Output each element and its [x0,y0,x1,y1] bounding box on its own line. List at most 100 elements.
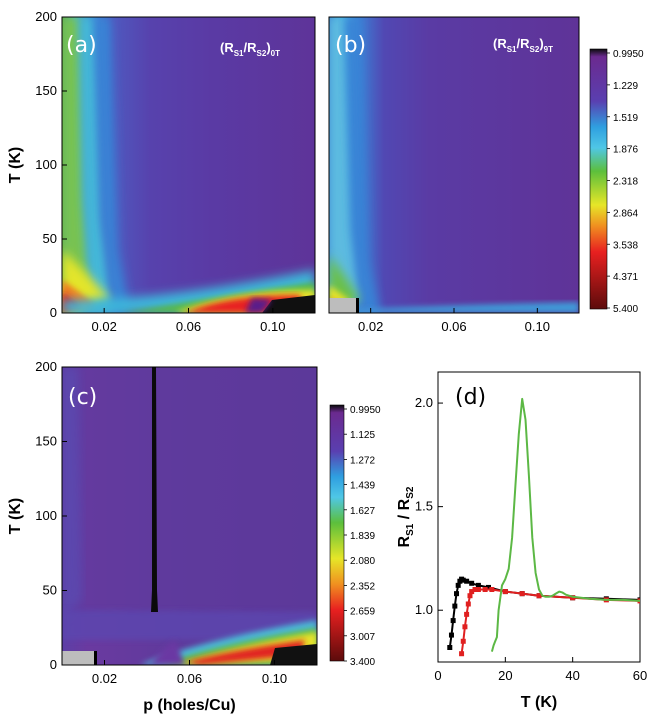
series-black-point [454,591,460,597]
panel-d: (d) 0 20 40 60 1.0 1.5 2.0 T (K) RS1 / RS2 [396,371,647,711]
series-black-point [464,578,470,584]
x-axis-label: p (holes/Cu) [143,697,235,714]
x-tick-label: 0.02 [358,319,383,334]
colorbar-ab: 0.9950 1.229 1.519 1.876 2.318 2.864 3.538 4.37… [589,48,644,315]
panel-d-label: (d) [455,385,486,410]
x-tick-label: 0.10 [262,671,287,686]
colorbar-tick-label: 1.229 [613,81,638,92]
y-tick-label: 2.0 [415,395,433,410]
colorbar-tick-label: 3.538 [613,240,638,251]
x-tick-label: 0 [434,668,441,683]
colorbar-tick-label: 2.864 [613,208,638,219]
panel-c-heatmap [62,367,317,665]
y-tick-label: 200 [35,359,57,374]
series-black-point [447,645,453,650]
panel-d-plot [447,397,640,657]
panel-a: (a) (RS1/RS2)0T 0.02 0.06 0.10 0 50 100 150 200… [7,9,316,334]
x-tick-label: 0.06 [177,671,202,686]
x-tick-label: 60 [633,668,647,683]
series-red-point [472,587,478,592]
panel-b-label: (b) [335,33,366,58]
x-tick-label: 0.10 [525,319,550,334]
y-tick-label: 1.5 [415,499,433,514]
panel-a-annotation: (RS1/RS2)0T [220,40,280,58]
colorbar-c-ticks: 0.9950 1.125 1.272 1.439 1.627 1.839 2.080 2.35… [344,405,381,668]
series-black-point [475,582,481,588]
series-black-point [450,618,456,624]
y-tick-label: 150 [35,83,57,98]
colorbar-tick-label: 1.439 [350,481,375,492]
panel-b-axes: 0.02 0.06 0.10 [358,308,550,334]
x-tick-label: 0.06 [441,319,466,334]
series-red-point [462,624,468,630]
x-tick-label: 0.02 [92,319,117,334]
colorbar-tick-label: 2.318 [613,177,638,188]
colorbar-c: 0.9950 1.125 1.272 1.439 1.627 1.839 2.080 2.35… [329,404,381,668]
x-tick-label: 0.06 [176,319,201,334]
y-tick-label: 100 [35,508,57,523]
x-tick-label: 40 [565,668,579,683]
series-red-point [489,587,495,592]
panel-a-heatmap [62,17,315,313]
series-red-point [519,591,525,597]
y-tick-label: 0 [50,305,57,320]
panel-d-axes: 0 20 40 60 1.0 1.5 2.0 T (K) RS1 / RS2 [396,395,647,711]
panel-a-label: (a) [66,33,97,58]
x-tick-label: 20 [498,668,512,683]
series-black-point [469,580,475,586]
panel-c-axes: 0.02 0.06 0.10 0 50 100 150 200 T (K) p (holes/Cu… [7,359,287,714]
y-tick-label: 0 [50,657,57,672]
colorbar-tick-label: 2.352 [350,581,375,592]
y-tick-label: 50 [43,231,57,246]
panel-a-axes: 0.02 0.06 0.10 0 50 100 150 200 T (K) [7,9,285,334]
colorbar-tick-label: 5.400 [613,304,638,315]
series-black-point [486,584,491,590]
series-red-point [460,638,466,644]
y-axis-label: T (K) [7,498,24,534]
panel-b-heatmap [329,17,579,313]
colorbar-tick-label: 2.080 [350,556,375,567]
series-red-point [536,593,542,599]
series-green-line [490,397,640,652]
series-red-point [464,611,470,617]
series-red-point [502,589,508,595]
panel-b: (b) (RS1/RS2)9T 0.02 0.06 0.10 [328,16,580,334]
y-tick-label: 200 [35,9,57,24]
series-red-point [475,587,481,592]
x-axis-label: T (K) [521,694,557,711]
panel-b-annotation: (RS1/RS2)9T [493,36,553,54]
colorbar-tick-label: 1.627 [350,506,375,517]
y-tick-label: 100 [35,157,57,172]
colorbar-tick-label: 3.007 [350,632,375,643]
series-red-point [469,589,475,595]
series-red-point [482,587,488,592]
y-tick-label: 1.0 [415,602,433,617]
y-axis-label: RS1 / RS2 [396,486,416,547]
panel-c-label: (c) [68,385,97,410]
series-black-point [455,582,461,588]
y-tick-label: 150 [35,434,57,449]
series-red-point [467,593,473,599]
colorbar-tick-label: 1.839 [350,531,375,542]
colorbar-ab-ticks: 0.9950 1.229 1.519 1.876 2.318 2.864 3.538 4.37… [607,49,644,315]
colorbar-tick-label: 1.519 [613,113,638,124]
series-red-point [459,651,465,657]
colorbar-tick-label: 1.876 [613,145,638,156]
panel-c: (c) 0.02 0.06 0.10 0 50 100 150 200 T (K) p (hole… [7,359,318,714]
colorbar-tick-label: 1.272 [350,455,375,466]
colorbar-tick-label: 0.9950 [613,49,644,60]
y-tick-label: 50 [43,583,57,598]
colorbar-tick-label: 1.125 [350,430,375,441]
colorbar-tick-label: 0.9950 [350,405,381,416]
series-red-point [465,601,471,607]
series-black-point [460,577,466,583]
series-black-point [452,603,458,609]
x-tick-label: 0.10 [260,319,285,334]
x-tick-label: 0.02 [92,671,117,686]
y-axis-label: T (K) [7,147,24,183]
colorbar-tick-label: 3.400 [350,657,375,668]
colorbar-tick-label: 4.371 [613,272,638,283]
colorbar-tick-label: 2.659 [350,607,375,618]
series-black-point [448,632,454,638]
